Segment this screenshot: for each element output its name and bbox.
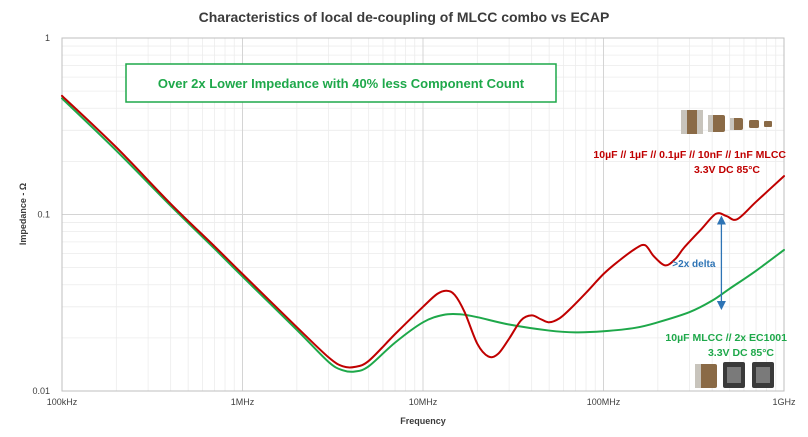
- ecap-components-image: [695, 362, 774, 388]
- x-tick-label: 100kHz: [47, 397, 78, 407]
- x-tick-label: 1GHz: [772, 397, 796, 407]
- mlcc-cap-small-terminal: [730, 118, 734, 130]
- y-axis-ticks: 0.01 0.1 1: [32, 33, 50, 396]
- x-tick-label: 10MHz: [409, 397, 438, 407]
- mlcc-cap-tiny: [749, 120, 759, 128]
- mlcc-cap-micro: [764, 121, 772, 127]
- x-tick-label: 100MHz: [587, 397, 621, 407]
- ecap-chip-1-pad: [727, 367, 741, 383]
- mlcc-cap-large-terminal: [681, 110, 687, 134]
- x-axis-ticks: 100kHz 1MHz 10MHz 100MHz 1GHz: [47, 397, 796, 407]
- ecap-chip-2-pad: [756, 367, 770, 383]
- delta-annotation: >2x delta: [672, 215, 726, 311]
- mlcc-components-image: [681, 110, 772, 134]
- red-series-label: 10µF // 1µF // 0.1µF // 10nF // 1nF MLCC: [593, 149, 786, 161]
- series-layer: [61, 94, 785, 373]
- green-series-label: 10µF MLCC // 2x EC1001: [665, 332, 787, 344]
- ecap-series-line: [61, 97, 785, 373]
- y-axis-title: Impedance - Ω: [18, 183, 28, 245]
- callout-text: Over 2x Lower Impedance with 40% less Co…: [158, 76, 525, 91]
- mlcc-cap-large-terminal: [697, 110, 703, 134]
- x-tick-label: 1MHz: [231, 397, 255, 407]
- plot-border: [61, 37, 785, 392]
- green-series-subtitle: 3.3V DC 85°C: [708, 347, 774, 359]
- x-axis-title: Frequency: [400, 416, 446, 426]
- chart-title: Characteristics of local de-coupling of …: [199, 9, 610, 25]
- plot-area: [61, 37, 785, 392]
- y-tick-label: 0.01: [32, 386, 50, 396]
- mlcc-cap-10uf-terminal: [695, 364, 701, 388]
- delta-label: >2x delta: [672, 259, 716, 270]
- callout-box: Over 2x Lower Impedance with 40% less Co…: [125, 63, 557, 103]
- red-series-subtitle: 3.3V DC 85°C: [694, 164, 760, 176]
- mlcc-cap-medium-terminal: [708, 115, 713, 132]
- mlcc-combo-series-line: [61, 94, 785, 369]
- callout-border: [125, 63, 557, 103]
- y-tick-label: 1: [45, 33, 50, 43]
- y-tick-label: 0.1: [37, 210, 50, 220]
